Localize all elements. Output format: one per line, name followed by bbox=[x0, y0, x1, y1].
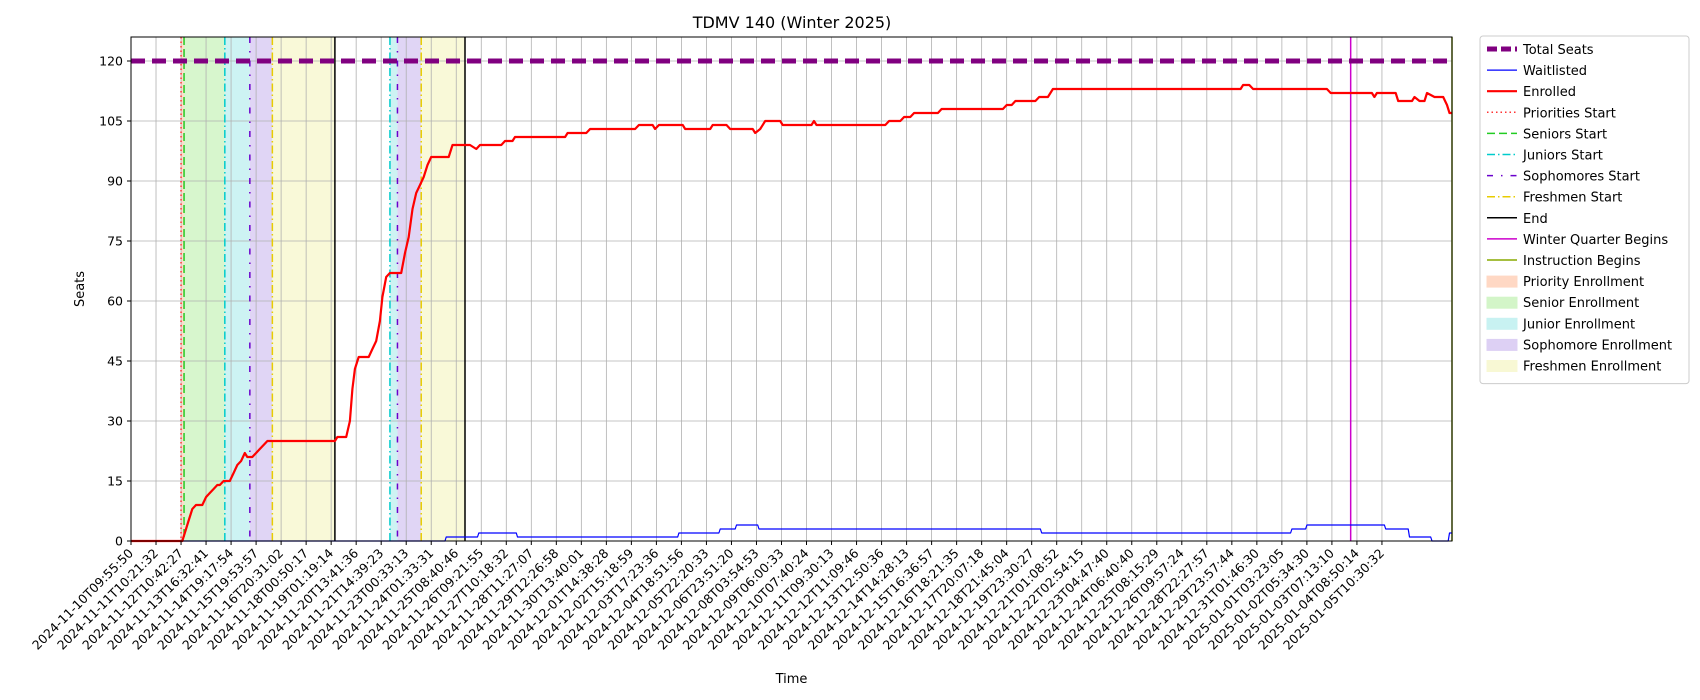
legend-label: Instruction Begins bbox=[1523, 254, 1641, 269]
legend-label: Sophomores Start bbox=[1523, 170, 1640, 185]
legend-label: Winter Quarter Begins bbox=[1523, 233, 1668, 248]
series-line bbox=[131, 524, 1452, 542]
legend-label: End bbox=[1523, 212, 1548, 227]
legend: Total Seats Waitlisted Enrolled Priorities … bbox=[1479, 35, 1690, 385]
event-lines bbox=[180, 37, 1453, 541]
legend-box bbox=[1479, 35, 1690, 385]
y-tick-label: 120 bbox=[99, 54, 123, 69]
legend-label: Seniors Start bbox=[1523, 127, 1607, 142]
legend-label: Freshmen Start bbox=[1523, 191, 1622, 206]
y-axis-label: Seats bbox=[73, 271, 88, 307]
phase-band bbox=[389, 37, 398, 541]
y-tick-label: 0 bbox=[115, 534, 123, 549]
series-lines bbox=[131, 58, 1452, 543]
legend-label: Freshmen Enrollment bbox=[1523, 360, 1661, 375]
legend-swatch bbox=[1486, 296, 1518, 309]
y-tick-label: 30 bbox=[107, 414, 123, 429]
phase-band bbox=[272, 37, 335, 541]
plot-frame bbox=[130, 36, 1453, 542]
legend-label: Enrolled bbox=[1523, 85, 1576, 100]
phase-band bbox=[397, 37, 422, 541]
legend-label: Junior Enrollment bbox=[1522, 317, 1635, 332]
y-tick-label: 75 bbox=[107, 234, 123, 249]
legend-label: Priority Enrollment bbox=[1523, 275, 1644, 290]
grid-lines bbox=[130, 37, 1452, 542]
legend-swatch bbox=[1486, 275, 1518, 288]
legend-swatch bbox=[1486, 317, 1518, 330]
legend-swatch bbox=[1486, 360, 1518, 372]
legend-label: Juniors Start bbox=[1522, 149, 1603, 164]
legend-label: Waitlisted bbox=[1523, 64, 1587, 79]
x-axis: 2024-11-10T09:55:502024-11-11T10:21:3220… bbox=[29, 541, 1387, 653]
phase-bands bbox=[181, 37, 466, 541]
phase-band bbox=[421, 37, 466, 541]
y-tick-label: 105 bbox=[99, 114, 123, 129]
legend-label: Priorities Start bbox=[1523, 106, 1616, 121]
y-tick-label: 45 bbox=[107, 354, 123, 369]
y-tick-label: 60 bbox=[107, 294, 123, 309]
x-axis-label: Time bbox=[775, 672, 808, 687]
phase-band bbox=[184, 37, 225, 541]
y-axis: 0 15 30 45 60 75 90 105 120 bbox=[99, 54, 131, 549]
legend-swatch bbox=[1486, 338, 1518, 351]
legend-label: Sophomore Enrollment bbox=[1523, 338, 1672, 353]
series-line bbox=[131, 83, 1452, 543]
legend-label: Senior Enrollment bbox=[1523, 296, 1639, 311]
chart-title: TDMV 140 (Winter 2025) bbox=[692, 13, 892, 32]
phase-band bbox=[181, 37, 185, 541]
y-tick-label: 90 bbox=[107, 174, 123, 189]
legend-label: Total Seats bbox=[1522, 43, 1594, 58]
phase-band bbox=[249, 37, 273, 541]
y-tick-label: 15 bbox=[107, 474, 123, 489]
